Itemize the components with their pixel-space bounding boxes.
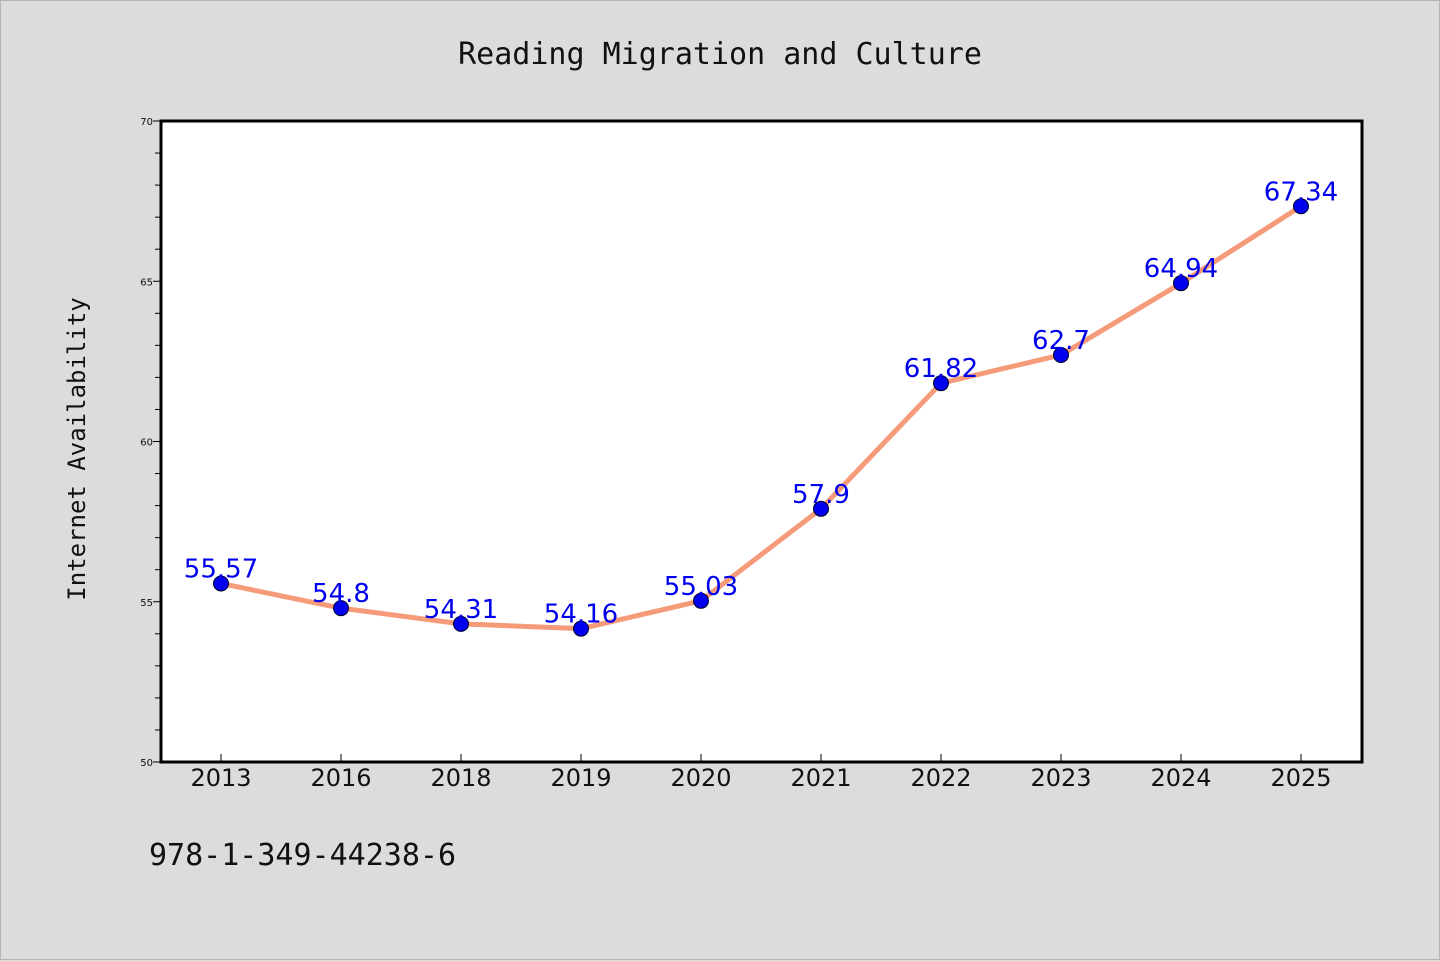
x-tick-label: 2013: [190, 764, 251, 792]
x-tick-label: 2023: [1030, 764, 1091, 792]
x-tick-label: 2020: [670, 764, 731, 792]
data-label: 54.31: [424, 595, 498, 625]
data-point: [333, 600, 349, 617]
y-axis-ticks: [153, 120, 161, 763]
y-tick-label: 50: [140, 758, 153, 769]
y-tick-label: 60: [140, 438, 153, 449]
data-label: 55.57: [184, 554, 258, 584]
data-label: 62.7: [1032, 326, 1090, 356]
x-tick-label: 2024: [1150, 764, 1211, 792]
data-point: [933, 375, 949, 392]
data-point: [693, 592, 709, 609]
data-labels: 55.57 54.8 54.31 54.16 55.03 57.9 61.82 62.7 64.…: [184, 177, 1338, 629]
x-axis-tick-labels: 2013 2016 2018 2019 2020 2021 2022 2023 2024 2025: [190, 764, 1331, 792]
data-point: [453, 615, 469, 632]
data-label: 55.03: [664, 572, 738, 602]
data-point: [1293, 198, 1309, 215]
y-tick-label: 70: [140, 117, 153, 128]
y-tick-label: 65: [140, 277, 153, 288]
x-tick-label: 2016: [310, 764, 371, 792]
x-tick-label: 2025: [1270, 764, 1331, 792]
x-tick-label: 2019: [550, 764, 611, 792]
y-tick-label: 55: [140, 598, 153, 609]
plot-area: [159, 119, 1364, 764]
y-axis-label: Internet Availability: [63, 297, 91, 600]
data-point: [1053, 346, 1069, 363]
data-point: [573, 620, 589, 637]
series-line: [218, 203, 1304, 632]
y-axis-tick-labels: 50 55 60 65 70: [140, 117, 153, 769]
data-label: 54.16: [544, 600, 618, 630]
series-layer: [213, 198, 1309, 637]
x-tick-label: 2021: [790, 764, 851, 792]
data-label: 54.8: [312, 579, 370, 609]
x-tick-label: 2022: [910, 764, 971, 792]
data-point: [1173, 275, 1189, 292]
data-label: 57.9: [792, 480, 850, 510]
data-label: 61.82: [904, 354, 978, 384]
data-label: 64.94: [1144, 254, 1218, 284]
data-point: [213, 575, 229, 592]
x-axis-ticks: [220, 754, 1302, 762]
data-point: [813, 500, 829, 517]
chart-title: Reading Migration and Culture: [458, 37, 982, 72]
x-tick-label: 2018: [430, 764, 491, 792]
data-label: 67.34: [1264, 177, 1338, 207]
isbn-annotation: 978-1-349-44238-6: [149, 838, 456, 873]
